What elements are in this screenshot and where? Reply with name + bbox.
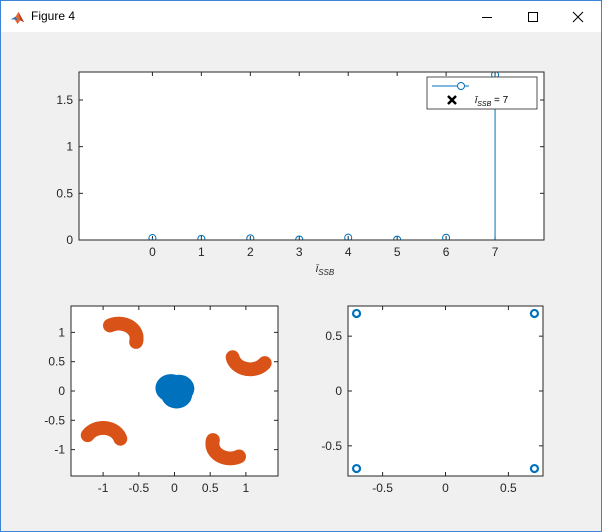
axes-2: -1 -0.5 0 0.5 1 -1 -0.5 0 0.5 1 [44, 305, 279, 495]
scatter-series-1 [155, 374, 195, 409]
scatter-point [103, 318, 117, 333]
x-tick-label: 7 [492, 245, 499, 259]
scatter-point [529, 463, 540, 474]
x-tick-label: 1 [243, 481, 250, 495]
stem-marker [246, 234, 255, 240]
y-tick-label: 1 [58, 325, 65, 339]
scatter-point [351, 463, 362, 474]
constellation-points [351, 308, 540, 474]
matlab-icon [10, 11, 25, 25]
axes-border [347, 305, 544, 477]
scatter-point [351, 308, 362, 319]
y-tick-label: -0.5 [44, 413, 65, 427]
x-tick-label: 0.5 [500, 481, 517, 495]
x-tick-label: -1 [98, 481, 109, 495]
legend-x-marker [447, 95, 457, 105]
y-tick-label: 0 [335, 384, 342, 398]
legend-index-subscript: SSB [477, 101, 491, 108]
scatter-point [257, 356, 272, 370]
y-tick-label: 1.5 [56, 93, 73, 107]
scatter-point [178, 387, 193, 402]
legend-circle-marker [457, 82, 465, 90]
stem-marker [442, 233, 451, 240]
close-button[interactable] [555, 1, 601, 32]
x-tick-label: 0 [171, 481, 178, 495]
maximize-icon [528, 11, 538, 22]
constellation-points [80, 316, 272, 466]
legend-index-value: = 7 [491, 95, 508, 106]
minimize-icon [482, 16, 492, 18]
legend-box [426, 76, 538, 110]
stem-marker [197, 234, 206, 240]
window-title: Figure 4 [31, 9, 76, 23]
minimize-button[interactable] [464, 1, 510, 32]
y-tick-label: 0 [66, 233, 73, 247]
x-tick-label: 3 [296, 245, 303, 259]
y-tick-label: -0.5 [321, 439, 342, 453]
scatter-point [529, 308, 540, 319]
legend: īSSB = 7 [426, 76, 538, 110]
x-axis-label: īSSB [316, 263, 335, 277]
x-tick-label: 1 [198, 245, 205, 259]
x-tick-label: 2 [247, 245, 254, 259]
x-tick-label: -0.5 [372, 481, 393, 495]
maximize-button[interactable] [510, 1, 556, 32]
scatter-point [232, 449, 246, 464]
scatter-series-1 [351, 308, 540, 474]
plot-area [348, 306, 543, 476]
scatter-point [80, 428, 95, 443]
x-axis-label-subscript: SSB [318, 268, 335, 277]
x-tick-label: 0 [442, 481, 449, 495]
title-bar[interactable]: Figure 4 [1, 1, 601, 32]
y-tick-label: 0.5 [48, 355, 65, 369]
scatter-series-2 [80, 316, 272, 466]
y-tick-label: 0 [58, 384, 65, 398]
x-tick-label: 5 [394, 245, 401, 259]
stem-marker [344, 233, 353, 240]
x-tick-label: -0.5 [128, 481, 149, 495]
legend-index-base: ī [475, 95, 479, 106]
stem-marker [148, 234, 157, 240]
y-tick-label: 1 [66, 140, 73, 154]
y-tick-label: -1 [54, 443, 65, 457]
axes-border [70, 305, 279, 477]
close-icon [572, 11, 584, 22]
legend-entry-index: īSSB = 7 [475, 95, 509, 108]
y-tick-label: 0.5 [325, 329, 342, 343]
y-tick-label: 0.5 [56, 186, 73, 200]
stem-marker [295, 235, 304, 240]
axes-border [78, 71, 545, 241]
x-axis-label-base: ī [316, 263, 320, 275]
x-tick-label: 0.5 [202, 481, 219, 495]
x-tick-label: 4 [345, 245, 352, 259]
x-tick-label: 6 [443, 245, 450, 259]
axes-3: -0.5 0 0.5 -0.5 0 0.5 [321, 305, 544, 495]
x-tick-label: 0 [149, 245, 156, 259]
